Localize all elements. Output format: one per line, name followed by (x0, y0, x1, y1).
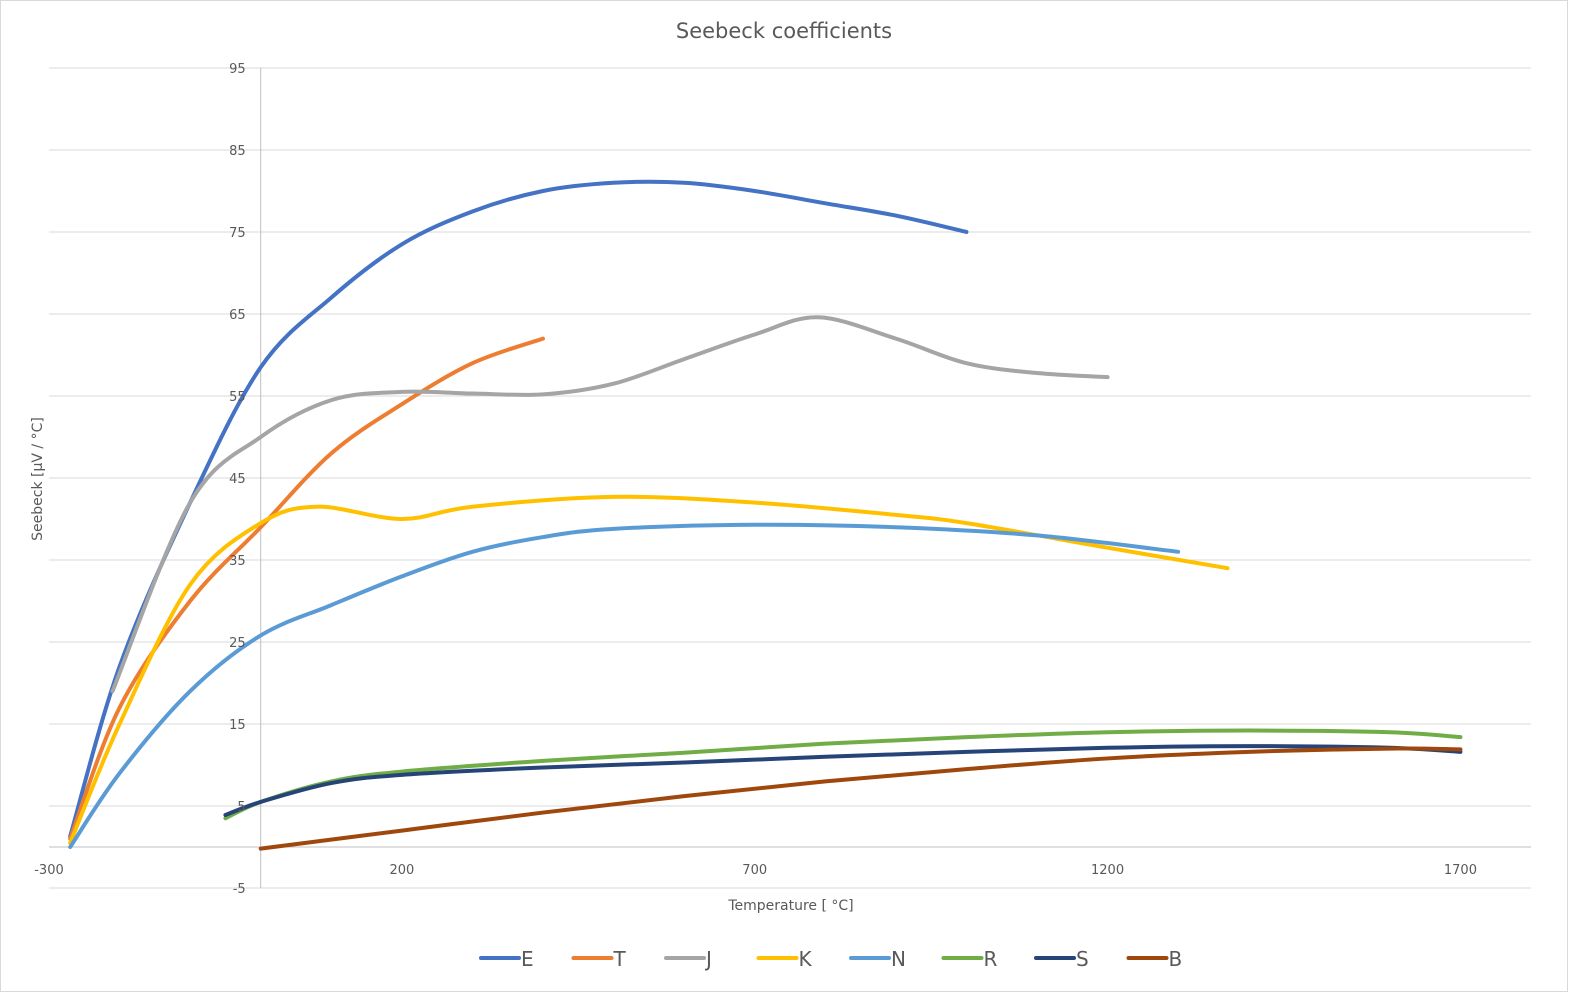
x-tick-label: 1700 (1444, 863, 1477, 878)
y-tick-label: -5 (233, 882, 246, 897)
axes (49, 68, 1531, 888)
legend-label-J: J (704, 947, 712, 971)
series-line-K (68, 494, 1230, 845)
legend-label-N: N (891, 947, 906, 971)
legend-label-S: S (1076, 947, 1089, 971)
x-tick-label: 700 (742, 863, 767, 878)
y-tick-label: 35 (229, 554, 246, 569)
series-line-N (68, 522, 1181, 849)
legend-label-K: K (799, 947, 813, 971)
x-tick-label: 200 (389, 863, 414, 878)
x-axis-label: Temperature [ °C] (727, 898, 853, 914)
legend-label-R: R (984, 947, 998, 971)
legend-label-E: E (521, 947, 534, 971)
chart-title: Seebeck coefficients (676, 19, 892, 43)
tick-labels: -5 5 15 25 35 45 55 65 75 85 95 -300 200 700 1200 1700 (34, 62, 1477, 897)
y-tick-label: 45 (229, 472, 246, 487)
series-lines (68, 179, 1463, 851)
y-axis-label: Seebeck [µV / °C] (30, 417, 46, 541)
y-tick-label: 5 (237, 800, 245, 815)
legend-label-B: B (1169, 947, 1183, 971)
y-tick-label: 25 (229, 636, 246, 651)
series-line-B (258, 746, 1463, 851)
series-line-S (223, 744, 1463, 818)
legend-label-T: T (613, 947, 627, 971)
y-tick-label: 95 (229, 62, 246, 77)
y-tick-label: 15 (229, 718, 246, 733)
y-tick-label: 85 (229, 144, 246, 159)
x-tick-label: 1200 (1091, 863, 1124, 878)
x-tick-label: -300 (34, 863, 64, 878)
y-tick-label: 55 (229, 390, 246, 405)
y-tick-label: 65 (229, 308, 246, 323)
series-line-J (110, 315, 1110, 694)
y-tick-label: 75 (229, 226, 246, 241)
gridlines (49, 67, 1531, 889)
series-line-T (68, 336, 545, 841)
